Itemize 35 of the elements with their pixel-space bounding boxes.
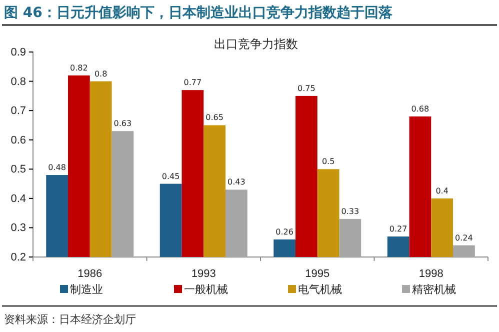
y-tick-label: 0.5 xyxy=(10,164,26,176)
chart-title: 图 46：日元升值影响下，日本制造业出口竞争力指数趋于回落 xyxy=(4,4,394,21)
x-tick-label: 1993 xyxy=(191,268,216,280)
y-tick-label: 0.2 xyxy=(10,252,26,264)
data-label: 0.33 xyxy=(341,206,360,216)
data-label: 0.8 xyxy=(94,69,108,78)
y-tick-label: 0.6 xyxy=(10,134,26,146)
y-tick-label: 0.7 xyxy=(10,105,26,118)
data-label: 0.68 xyxy=(411,104,430,114)
legend-label: 一般机械 xyxy=(184,283,228,296)
y-tick-label: 0.4 xyxy=(10,192,26,205)
data-label: 0.45 xyxy=(162,172,180,181)
legend-label: 制造业 xyxy=(70,283,103,296)
data-label: 0.63 xyxy=(114,119,132,128)
data-label: 0.4 xyxy=(436,186,448,196)
y-tick-label: 0.8 xyxy=(10,76,26,88)
x-tick-label: 1986 xyxy=(78,268,102,280)
text: 资料来源：日本经济企划厅 xyxy=(4,313,136,326)
x-tick-label: 1995 xyxy=(305,268,330,280)
data-label: 0.82 xyxy=(70,63,88,72)
chart-subtitle: 出口竞争力指数 xyxy=(214,37,298,51)
data-label: 0.75 xyxy=(298,84,316,93)
data-label: 0.27 xyxy=(389,224,408,234)
y-tick-label: 0.9 xyxy=(10,46,26,59)
data-label: 0.65 xyxy=(206,113,224,122)
x-tick-label: 1998 xyxy=(418,268,444,280)
data-label: 0.5 xyxy=(322,157,335,166)
data-label: 0.26 xyxy=(276,227,294,236)
legend-label: 精密机械 xyxy=(412,283,456,296)
data-label: 0.24 xyxy=(455,233,473,242)
data-label: 0.48 xyxy=(48,163,66,172)
y-tick-label: 0.3 xyxy=(10,222,26,234)
data-label: 0.43 xyxy=(228,178,246,187)
legend-label: 电气机械 xyxy=(298,283,342,296)
data-label: 0.77 xyxy=(184,78,202,88)
